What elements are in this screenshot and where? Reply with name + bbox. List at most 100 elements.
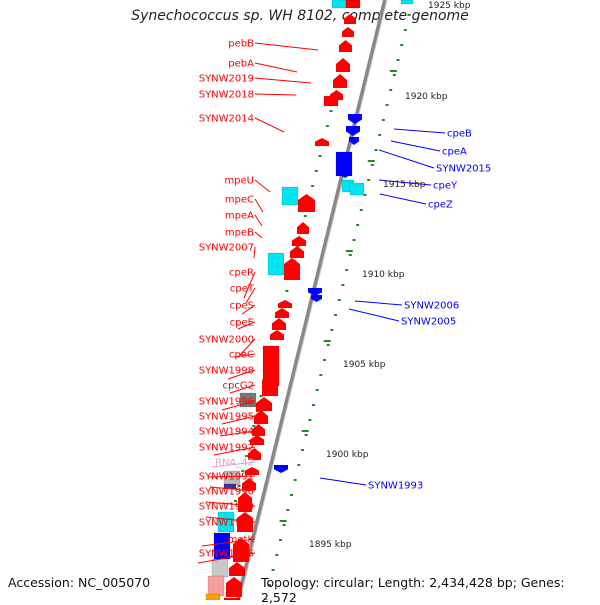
gene-label[interactable]: cpeS xyxy=(230,301,254,312)
leader-line xyxy=(378,179,432,186)
forward-gene-feature[interactable] xyxy=(298,194,315,212)
forward-gene-feature[interactable] xyxy=(254,410,268,424)
forward-gene-feature[interactable] xyxy=(339,40,352,52)
gene-label[interactable]: SYNW2014 xyxy=(199,114,254,125)
gene-label[interactable]: cpcG2 xyxy=(223,381,254,392)
forward-gene-feature[interactable] xyxy=(272,318,286,330)
tick-mark xyxy=(334,314,338,316)
forward-gene-feature[interactable] xyxy=(252,424,265,436)
forward-gene-feature[interactable] xyxy=(226,577,242,597)
gene-label[interactable]: SYNW2006 xyxy=(404,301,459,312)
leader-line xyxy=(390,140,441,152)
red-gene-block[interactable] xyxy=(223,597,241,600)
tick-mark xyxy=(237,485,241,487)
leader-line xyxy=(378,149,435,169)
cyan-gene-block[interactable] xyxy=(331,0,347,9)
forward-gene-feature[interactable] xyxy=(242,478,256,490)
gene-label[interactable]: SYNW1991 xyxy=(199,472,254,483)
pink-gene-block[interactable] xyxy=(207,575,225,597)
gray-gene-block[interactable] xyxy=(211,558,229,578)
gene-label[interactable]: SYNW2007 xyxy=(199,243,254,254)
major-tick-mark xyxy=(323,340,331,342)
gene-label[interactable]: pebB xyxy=(228,39,254,50)
forward-gene-feature[interactable] xyxy=(238,492,252,512)
tick-mark xyxy=(326,344,330,346)
gene-label[interactable]: cpeT xyxy=(230,284,255,295)
forward-gene-feature[interactable] xyxy=(256,397,272,411)
gene-label[interactable]: cpeA xyxy=(442,147,467,158)
gene-label[interactable]: SYNW1996 xyxy=(199,397,254,408)
leader-line xyxy=(253,246,256,259)
tick-mark xyxy=(241,470,245,472)
gene-label[interactable]: mpeC xyxy=(225,195,254,206)
forward-gene-feature[interactable] xyxy=(333,74,347,88)
gene-label[interactable]: cpeZ xyxy=(428,200,453,211)
gene-label[interactable]: SYNW2018 xyxy=(199,90,254,101)
reverse-gene-feature[interactable] xyxy=(349,137,359,145)
forward-gene-feature[interactable] xyxy=(237,512,253,532)
gene-label[interactable]: mpeA xyxy=(225,211,254,222)
gene-label[interactable]: SYNW1998 xyxy=(199,366,254,377)
forward-gene-feature[interactable] xyxy=(262,374,278,396)
gene-label[interactable]: cpeR xyxy=(229,268,254,279)
gene-label[interactable]: mpeB xyxy=(225,228,254,239)
gene-label[interactable]: SYNW1995 xyxy=(199,412,254,423)
gene-label[interactable]: SYNW1994 xyxy=(199,427,254,438)
gene-label[interactable]: cpeC xyxy=(229,350,254,361)
cyan-gene-block[interactable] xyxy=(217,511,235,533)
tick-mark xyxy=(293,479,297,481)
forward-gene-feature[interactable] xyxy=(284,258,300,280)
reverse-gene-feature[interactable] xyxy=(339,170,351,178)
gene-label[interactable]: SYNW1990 xyxy=(199,487,254,498)
gene-label[interactable]: SYNW1992 xyxy=(199,443,254,454)
forward-gene-feature[interactable] xyxy=(292,236,306,246)
reverse-gene-feature[interactable] xyxy=(311,295,322,302)
forward-gene-feature[interactable] xyxy=(275,308,289,318)
reverse-gene-feature[interactable] xyxy=(348,114,362,124)
leader-line xyxy=(205,501,256,507)
reverse-gene-feature[interactable] xyxy=(308,288,322,296)
forward-gene-feature[interactable] xyxy=(250,435,264,445)
forward-gene-feature[interactable] xyxy=(344,14,356,24)
gene-label[interactable]: cpeE xyxy=(230,318,254,329)
forward-gene-feature[interactable] xyxy=(336,58,350,72)
gene-label[interactable]: cpeY xyxy=(433,181,458,192)
gene-label[interactable]: SYNW1986 xyxy=(199,549,254,560)
leader-line xyxy=(209,486,256,492)
cyan-gene-block[interactable] xyxy=(349,182,365,196)
orange-gene-block[interactable] xyxy=(205,593,221,600)
gene-label[interactable]: mpeU xyxy=(224,176,254,187)
forward-gene-feature[interactable] xyxy=(229,562,245,576)
reverse-gene-feature[interactable] xyxy=(346,126,360,136)
forward-gene-feature[interactable] xyxy=(278,300,292,308)
red-gene-block[interactable] xyxy=(345,0,361,9)
reverse-gene-feature[interactable] xyxy=(274,465,288,473)
forward-gene-feature[interactable] xyxy=(248,448,261,460)
forward-gene-feature[interactable] xyxy=(315,138,329,146)
gene-label[interactable]: SYNW2019 xyxy=(199,74,254,85)
leader-line xyxy=(221,400,256,411)
forward-gene-feature[interactable] xyxy=(290,246,304,258)
gene-label[interactable]: SYNW2015 xyxy=(436,164,491,175)
gene-label[interactable]: pebA xyxy=(228,59,254,70)
gene-label[interactable]: SYNW2005 xyxy=(401,317,456,328)
leader-line xyxy=(348,308,400,322)
forward-gene-feature[interactable] xyxy=(342,27,354,37)
gene-label[interactable]: metK xyxy=(228,535,255,546)
gene-label[interactable]: SYNW2000 xyxy=(199,335,254,346)
gene-label[interactable]: SYNW1993 xyxy=(368,481,423,492)
forward-gene-feature[interactable] xyxy=(297,222,309,234)
gene-label[interactable]: SYNW1989 xyxy=(199,502,254,513)
gene-label[interactable]: RNA_42 xyxy=(215,458,254,469)
leader-line xyxy=(254,198,264,213)
tick-mark xyxy=(285,290,289,292)
cyan-gene-block[interactable] xyxy=(281,186,299,206)
forward-gene-feature[interactable] xyxy=(245,467,259,475)
cyan-gene-block[interactable] xyxy=(267,252,285,276)
gene-label[interactable]: cpeB xyxy=(447,129,472,140)
cyan-gene-block[interactable] xyxy=(400,0,414,5)
leader-line xyxy=(221,415,256,425)
red-gene-block[interactable] xyxy=(323,95,339,107)
gene-label[interactable]: SYNW1988 xyxy=(199,518,254,529)
forward-gene-feature[interactable] xyxy=(270,330,284,340)
